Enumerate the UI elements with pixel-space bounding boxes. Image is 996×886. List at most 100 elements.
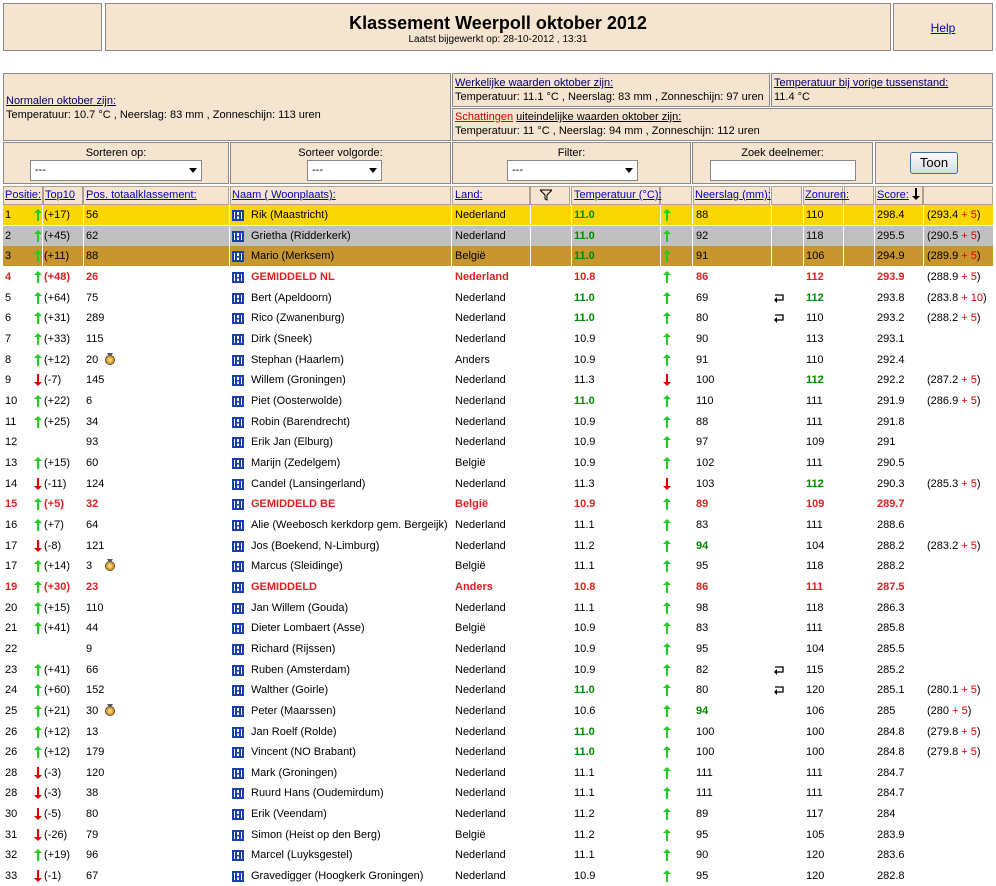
previous-value: 11.4 °C xyxy=(774,91,810,103)
score-note-part: ) xyxy=(976,726,981,738)
cell-separator xyxy=(692,246,693,266)
precipitation: 95 xyxy=(696,643,709,655)
sun-hours: 100 xyxy=(806,746,825,758)
sun-hours: 104 xyxy=(806,540,825,552)
medal-icon xyxy=(104,353,116,366)
sun-hours: 112 xyxy=(806,374,824,386)
participant-name: Jos (Boekend, N-Limburg) xyxy=(251,540,380,552)
score-note-part: ) xyxy=(976,478,981,490)
temperature: 11.1 xyxy=(574,560,595,572)
temperature: 11.0 xyxy=(574,684,595,696)
flag-icon-svg xyxy=(232,830,244,841)
score-note-part: (280 xyxy=(927,705,950,717)
help-link[interactable]: Help xyxy=(930,21,956,35)
precipitation: 90 xyxy=(696,849,709,861)
cell-separator xyxy=(660,246,661,266)
sun-hours: 110 xyxy=(806,209,824,221)
score: 293.8 xyxy=(877,292,905,304)
country: Anders xyxy=(455,581,493,593)
trend-arrow xyxy=(34,705,42,717)
sun-hours: 109 xyxy=(806,436,825,448)
temperature-arrow-svg xyxy=(663,767,671,779)
temperature-arrow-svg xyxy=(663,622,671,634)
score-note: (289.9 + 5) xyxy=(927,250,981,263)
cell-separator xyxy=(874,205,875,225)
precipitation: 100 xyxy=(696,746,715,758)
total-position: 96 xyxy=(86,849,99,861)
order-label: Sorteer volgorde: xyxy=(298,147,383,159)
precipitation: 111 xyxy=(696,767,713,779)
precipitation: 80 xyxy=(696,684,709,696)
temperature-arrow xyxy=(663,519,671,531)
total-position: 64 xyxy=(86,519,99,531)
cell-separator xyxy=(771,205,772,225)
change: (+33) xyxy=(44,333,70,345)
sun-hours: 115 xyxy=(806,664,824,676)
precipitation: 94 xyxy=(696,705,709,717)
sun-hours: 106 xyxy=(806,705,825,717)
estimate-link[interactable]: Schattingen xyxy=(455,111,514,123)
sun-hours: 111 xyxy=(806,767,823,779)
sort-box: Sorteren op: --- xyxy=(3,142,229,184)
sun-hours: 106 xyxy=(806,250,825,262)
total-position: 121 xyxy=(86,540,105,552)
temperature-arrow-svg xyxy=(663,684,671,696)
trend-arrow-svg xyxy=(34,560,42,572)
bonus: + 5 xyxy=(961,312,977,324)
trend-arrow xyxy=(34,664,42,676)
score-note-part: (288.9 xyxy=(927,271,959,283)
flag-icon-svg xyxy=(232,850,244,861)
temperature-arrow xyxy=(663,870,671,882)
temperature: 10.9 xyxy=(574,622,596,634)
flag-icon-svg xyxy=(232,685,244,696)
score: 285 xyxy=(877,705,896,717)
flag-icon xyxy=(232,272,244,283)
sun-hours: 112 xyxy=(806,271,824,283)
country: Nederland xyxy=(455,540,506,552)
score-note-part: (286.9 xyxy=(927,395,959,407)
precipitation: 97 xyxy=(696,436,709,448)
bonus: + 5 xyxy=(961,540,977,552)
cell-separator xyxy=(923,246,924,266)
trend-arrow xyxy=(34,292,42,304)
score-note-part: ) xyxy=(982,292,987,304)
sun-hours: 120 xyxy=(806,870,825,882)
order-select[interactable]: --- xyxy=(307,160,382,181)
score: 293.2 xyxy=(877,312,905,324)
sort-label: Sorteren op: xyxy=(85,147,147,159)
score-note-part: ) xyxy=(976,540,981,552)
country: Nederland xyxy=(455,333,506,345)
flag-icon xyxy=(232,437,244,448)
temperature: 10.8 xyxy=(574,581,596,593)
country: België xyxy=(455,622,486,634)
total-position: 67 xyxy=(86,870,99,882)
flag-icon-svg xyxy=(232,499,244,510)
change: (+41) xyxy=(44,664,70,676)
filter-select[interactable]: --- xyxy=(507,160,638,181)
total-position: 80 xyxy=(86,808,99,820)
help-box: Help xyxy=(893,3,993,51)
sort-select[interactable]: --- xyxy=(30,160,202,181)
filter-value: --- xyxy=(512,164,523,176)
precipitation: 89 xyxy=(696,498,709,510)
flag-icon xyxy=(232,417,244,428)
sort-value: --- xyxy=(35,164,46,176)
position: 12 xyxy=(5,436,18,448)
total-position: 120 xyxy=(86,767,105,779)
search-input[interactable] xyxy=(710,160,856,181)
actual-label: Werkelijke waarden oktober zijn: xyxy=(455,77,614,89)
temperature-arrow-svg xyxy=(663,209,671,221)
flag-icon-svg xyxy=(232,541,244,552)
temperature-arrow xyxy=(663,374,671,386)
change: (+22) xyxy=(44,395,70,407)
toon-button[interactable]: Toon xyxy=(910,152,958,174)
flag-icon xyxy=(232,541,244,552)
position: 24 xyxy=(5,684,18,696)
flip-icon-svg xyxy=(774,666,784,675)
header-cell xyxy=(43,186,83,205)
trend-arrow xyxy=(34,622,42,634)
position: 15 xyxy=(5,498,18,510)
header-cell xyxy=(530,186,570,205)
position: 28 xyxy=(5,787,18,799)
temperature-arrow xyxy=(663,581,671,593)
